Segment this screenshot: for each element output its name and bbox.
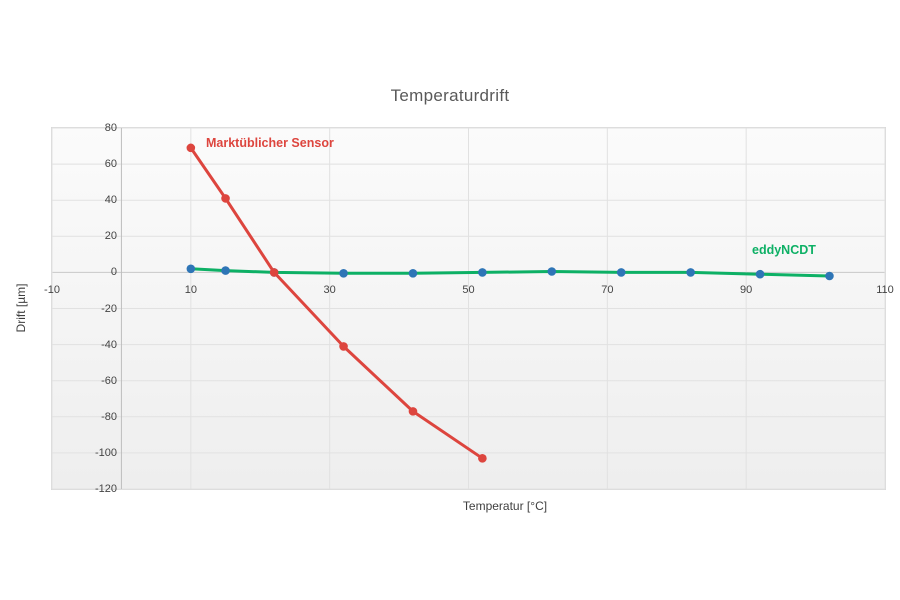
data-point-marker [686, 268, 695, 277]
x-tick-label: 30 [323, 284, 336, 297]
series-label-eddyncdt: eddyNCDT [752, 243, 816, 257]
y-tick-label: -120 [94, 483, 117, 495]
chart-title: Temperaturdrift [390, 86, 510, 105]
data-point-marker [616, 268, 626, 277]
y-tick-label: 0 [110, 266, 117, 279]
plot-svg [51, 127, 886, 490]
y-tick-label: 80 [104, 122, 117, 134]
y-tick-label: -60 [101, 374, 117, 387]
data-point-marker [269, 268, 279, 277]
data-point-marker [339, 342, 348, 351]
y-tick-label: -80 [101, 410, 117, 423]
data-point-marker [478, 454, 487, 463]
y-tick-label: 60 [104, 158, 117, 171]
data-point-marker [221, 194, 230, 203]
x-tick-label: 50 [462, 284, 475, 297]
y-tick-label: -20 [101, 302, 117, 315]
data-point-marker [408, 269, 418, 278]
y-tick-label: 20 [104, 230, 117, 243]
x-tick-label: 70 [601, 284, 614, 297]
data-point-marker [186, 143, 196, 153]
x-tick-label: 90 [740, 284, 753, 297]
x-axis-title: Temperatur [°C] [462, 499, 548, 513]
plot-area: 80 60 40 20 0 -20 -40 -60 -80 -100 -120 -10 10 30 50 7… [44, 122, 894, 495]
y-tick-label: -100 [94, 446, 117, 459]
series-line-0 [189, 146, 484, 460]
data-point-marker [221, 266, 230, 275]
x-tick-label: 10 [184, 284, 197, 297]
x-tick-label: 110 [876, 284, 894, 297]
data-point-marker [478, 268, 487, 277]
data-point-marker [755, 269, 765, 279]
data-point-marker [547, 267, 557, 276]
series-line-1 [189, 267, 831, 278]
data-point-marker [825, 271, 834, 281]
y-tick-label: -40 [101, 338, 117, 351]
y-axis-title: Drift [µm] [14, 283, 28, 333]
data-point-marker [408, 407, 418, 416]
series-label-marktueblicher-sensor: Marktüblicher Sensor [206, 136, 334, 150]
data-point-marker [339, 269, 348, 278]
data-point-marker [186, 264, 196, 274]
x-tick-label: -10 [44, 284, 60, 297]
y-tick-label: 40 [104, 194, 117, 207]
